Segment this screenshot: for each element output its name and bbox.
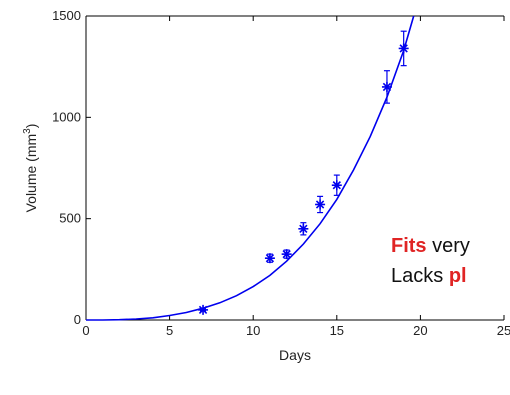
axis-ticks: 0 5 10 15 20 25 0 500 1000 1500 bbox=[52, 8, 510, 338]
y-tick-label: 500 bbox=[59, 211, 81, 226]
chart-marks bbox=[86, 15, 415, 321]
data-point bbox=[281, 249, 292, 260]
annotation-text-1: very bbox=[426, 235, 470, 257]
y-axis-title-main: Volume (mm bbox=[23, 134, 39, 213]
data-point-stroke bbox=[282, 249, 291, 259]
x-tick-label: 0 bbox=[82, 323, 89, 338]
data-point bbox=[264, 253, 275, 264]
data-point bbox=[398, 43, 409, 54]
y-tick-label: 1500 bbox=[52, 8, 81, 23]
y-tick-label: 0 bbox=[74, 312, 81, 327]
y-axis-title-close: ) bbox=[23, 124, 39, 129]
x-tick-label: 25 bbox=[497, 323, 510, 338]
x-tick-label: 10 bbox=[246, 323, 260, 338]
annotation-line-2: Lacks pl bbox=[391, 265, 467, 288]
annotation-highlight-1: Fits bbox=[391, 235, 427, 257]
data-point-stroke bbox=[299, 224, 308, 233]
data-point bbox=[315, 199, 326, 210]
data-point-stroke bbox=[315, 200, 325, 209]
data-point-stroke bbox=[382, 82, 392, 92]
x-axis-title: Days bbox=[279, 347, 311, 363]
fit-curve-line bbox=[86, 15, 415, 321]
data-point bbox=[381, 81, 392, 92]
data-point bbox=[331, 180, 342, 191]
x-tick-label: 15 bbox=[330, 323, 344, 338]
data-point-stroke bbox=[198, 305, 208, 315]
annotation-highlight-2: pl bbox=[448, 265, 467, 287]
y-axis-title-sup: 3 bbox=[22, 128, 33, 134]
y-tick-label: 1000 bbox=[52, 109, 81, 124]
data-point-stroke bbox=[265, 254, 275, 263]
data-point-stroke bbox=[332, 181, 341, 190]
x-tick-label: 5 bbox=[166, 323, 173, 338]
annotation-text-2: Lacks bbox=[391, 265, 449, 287]
x-tick-label: 20 bbox=[413, 323, 427, 338]
y-axis-title: Volume (mm3) bbox=[22, 124, 39, 213]
annotation-line-1: Fits very bbox=[391, 235, 470, 258]
data-point bbox=[198, 304, 209, 315]
data-point bbox=[298, 223, 309, 234]
data-point-stroke bbox=[399, 44, 408, 53]
